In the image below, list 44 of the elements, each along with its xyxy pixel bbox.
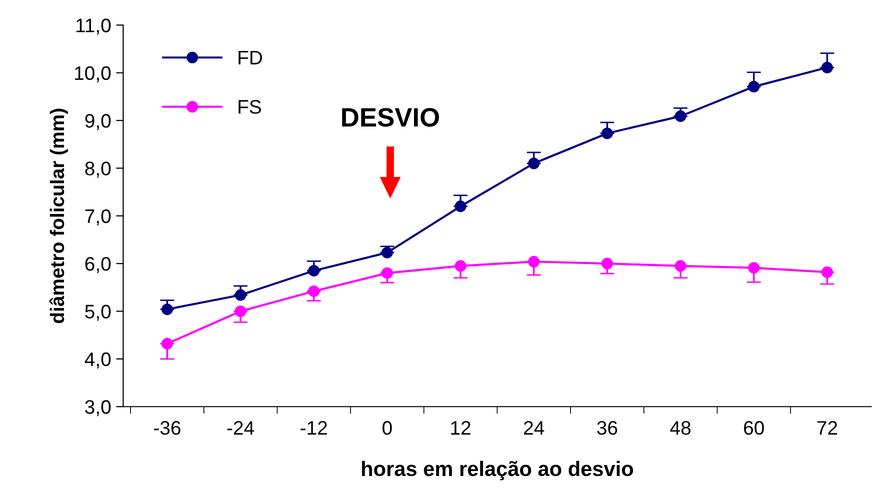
x-tick-label: 36 xyxy=(597,421,618,435)
y-tick-label: 3,0 xyxy=(85,400,111,416)
point xyxy=(601,128,613,140)
x-tick-label: -12 xyxy=(300,421,327,435)
x-tick-label: -36 xyxy=(154,421,180,435)
x-tick-label: 0 xyxy=(382,421,392,435)
point xyxy=(308,264,320,276)
x-tick-label: -24 xyxy=(227,421,254,435)
y-tick-label: 9,0 xyxy=(85,114,111,130)
x-tick-label: 60 xyxy=(744,421,764,435)
point xyxy=(381,246,393,258)
point xyxy=(454,260,466,272)
x-tick-label: 24 xyxy=(524,421,544,435)
point xyxy=(674,110,686,122)
point xyxy=(528,256,540,268)
point xyxy=(674,260,686,272)
point xyxy=(821,266,833,278)
y-tick-label: 10,0 xyxy=(75,66,111,82)
x-tick-label: 48 xyxy=(670,421,691,435)
x-axis-title: horas em relação ao desvio xyxy=(362,460,634,480)
point xyxy=(381,267,393,279)
x-tick-label: 72 xyxy=(817,421,838,435)
x-tick-label: 12 xyxy=(451,421,470,435)
point xyxy=(454,200,466,212)
y-tick-label: 8,0 xyxy=(85,162,111,178)
point xyxy=(601,258,613,270)
point xyxy=(748,262,760,274)
legend-label: FS xyxy=(238,100,261,114)
point xyxy=(234,305,246,318)
point xyxy=(234,289,246,301)
y-tick-label: 11,0 xyxy=(76,18,111,35)
point xyxy=(821,62,833,74)
y-tick-label: 5,0 xyxy=(85,304,111,321)
y-tick-label: 7,0 xyxy=(85,209,111,226)
y-tick-label: 6,0 xyxy=(85,257,111,274)
point xyxy=(748,80,760,92)
point xyxy=(528,158,540,170)
y-axis-title: diâmetro folicular (mm) xyxy=(49,108,68,324)
y-tick-label: 4,0 xyxy=(84,352,111,368)
legend-label: FD xyxy=(238,50,262,64)
point xyxy=(308,285,320,297)
annotation: DESVIO xyxy=(342,108,439,127)
point xyxy=(161,304,173,316)
point xyxy=(161,338,173,350)
